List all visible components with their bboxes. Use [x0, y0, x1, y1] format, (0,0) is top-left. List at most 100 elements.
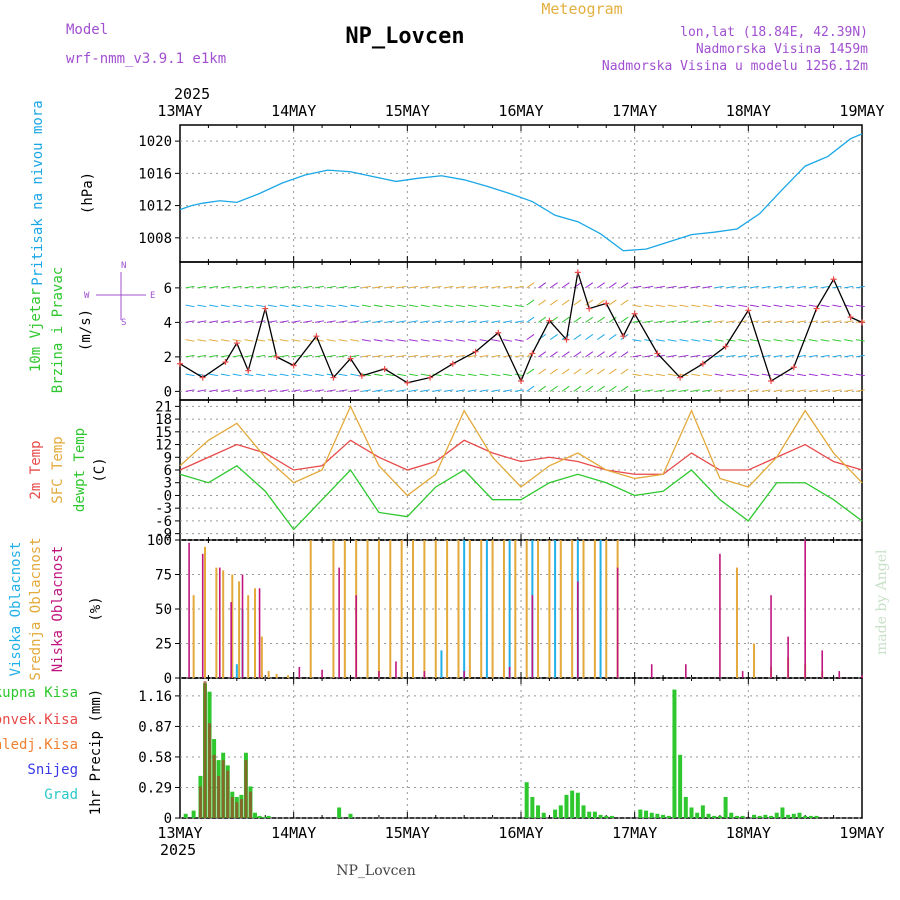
total-precip-bar: [253, 812, 258, 818]
wind-arrow: [185, 304, 195, 308]
mid-cloud-bar: [267, 671, 270, 678]
wind-arrow: [267, 373, 277, 377]
mid-cloud-bar: [559, 540, 562, 678]
wind-arrow: [350, 285, 360, 289]
time-label-bottom: 17MAY: [612, 824, 657, 842]
wind-arrow: [361, 304, 372, 308]
wind-arrow: [785, 354, 795, 358]
ytick-label-precip: 0.58: [138, 750, 172, 766]
wind-arrow: [220, 339, 230, 342]
wind-arrow: [561, 334, 570, 341]
wind-arrow: [326, 354, 336, 358]
low-cloud-bar: [577, 581, 579, 678]
wind-arrow: [220, 285, 230, 289]
mid-cloud-bar: [260, 636, 263, 678]
total-precip-bar: [774, 812, 779, 818]
wind-arrow: [714, 339, 724, 342]
wind-arrow: [632, 320, 642, 323]
wind-arrow: [797, 320, 807, 323]
wind-arrow: [420, 339, 430, 342]
total-precip-bar: [564, 794, 569, 818]
wind-point: [495, 329, 502, 336]
compass-s: S: [121, 318, 126, 328]
wind-arrow: [808, 389, 818, 392]
wind-arrow: [561, 368, 570, 375]
wind-arrow: [279, 373, 289, 377]
wind-arrow: [397, 389, 407, 392]
wind-arrow: [373, 354, 383, 358]
wind-point: [529, 350, 536, 357]
wind-arrow: [549, 316, 558, 323]
wind-arrow: [667, 285, 677, 289]
wind-point: [830, 276, 837, 283]
wind-arrow: [526, 282, 535, 289]
wind-arrow: [620, 299, 629, 306]
wind-arrow: [761, 320, 771, 323]
precip-legend-0: Ukupna Kisa: [0, 685, 78, 701]
wind-arrow: [702, 304, 713, 308]
total-precip-bar: [769, 815, 774, 818]
ytick-label-temperature: 0: [164, 488, 172, 504]
wind-arrow: [456, 373, 466, 377]
high-cloud-bar: [235, 664, 238, 678]
wind-arrow: [256, 373, 266, 377]
wind-arrow: [549, 368, 558, 375]
wind-point: [222, 359, 229, 366]
wind-arrow: [197, 354, 207, 358]
wind-arrow: [256, 354, 266, 358]
year-label-top: 2025: [174, 85, 210, 103]
wind-arrow: [573, 299, 582, 306]
wind-arrow: [244, 304, 254, 308]
wind-arrow: [456, 285, 466, 289]
wind-arrow: [514, 320, 524, 323]
mid-cloud-bar: [502, 540, 505, 678]
wind-arrow: [538, 368, 547, 375]
temp-line-0: [179, 439, 863, 475]
ytick-label-precip: 0: [164, 811, 172, 827]
wind-arrow: [385, 304, 395, 308]
wind-arrow: [314, 354, 324, 358]
wind-arrow: [655, 320, 665, 323]
mid-cloud-bar: [593, 540, 596, 678]
mid-cloud-bar: [222, 570, 225, 678]
low-cloud-bar: [423, 671, 426, 678]
wind-point: [404, 379, 411, 386]
wind-arrow: [185, 339, 195, 342]
total-precip-bar: [570, 790, 575, 818]
wind-arrow: [832, 389, 842, 392]
wind-arrow: [244, 320, 254, 323]
wind-arrow: [738, 389, 748, 392]
wind-arrow: [596, 299, 605, 306]
wind-arrow: [491, 354, 501, 358]
wind-arrow: [585, 351, 594, 358]
pressure-axis-name: Pritisak na nivou mora: [30, 100, 46, 285]
wind-arrow: [303, 320, 313, 323]
wind-arrow: [491, 304, 501, 308]
wind-point: [518, 378, 524, 385]
mid-cloud-bar: [377, 540, 380, 678]
total-precip-bar: [524, 782, 529, 818]
low-cloud-bar: [741, 671, 744, 678]
wind-arrow: [373, 320, 383, 323]
wind-arrow: [491, 285, 501, 289]
wind-arrow: [185, 373, 195, 377]
wind-arrow: [585, 282, 594, 289]
wind-arrow: [467, 389, 477, 392]
wind-arrow: [444, 285, 454, 289]
compass-n: N: [121, 261, 126, 271]
wind-arrow: [679, 320, 689, 323]
low-cloud-bar: [338, 567, 340, 678]
wind-arrow: [832, 304, 842, 308]
wind-arrow: [432, 285, 442, 289]
wind-arrow: [373, 373, 383, 377]
low-cloud-bar: [463, 671, 465, 678]
wind-arrow: [420, 389, 430, 392]
wind-arrow: [561, 299, 570, 306]
wind-arrow: [467, 304, 477, 308]
wind-arrow: [232, 373, 242, 377]
wind-arrow: [503, 339, 513, 342]
ytick-label-cloud: 100: [147, 533, 172, 549]
wind-arrow: [420, 285, 430, 289]
wind-arrow: [220, 389, 230, 392]
low-cloud-bar: [821, 650, 824, 678]
